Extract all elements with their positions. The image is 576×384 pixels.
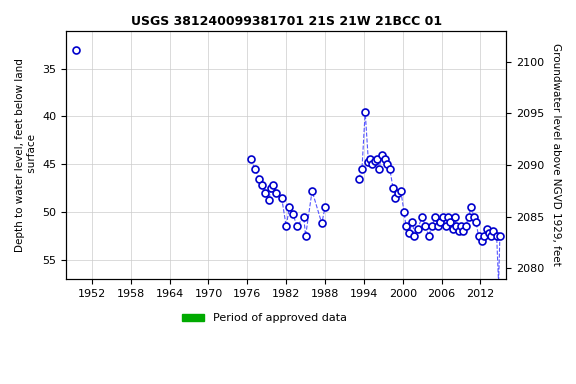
Title: USGS 381240099381701 21S 21W 21BCC 01: USGS 381240099381701 21S 21W 21BCC 01 xyxy=(131,15,442,28)
Bar xyxy=(244,279,249,286)
Bar xyxy=(73,279,82,286)
Legend: Period of approved data: Period of approved data xyxy=(177,309,351,328)
Bar xyxy=(289,279,293,286)
Y-axis label: Depth to water level, feet below land
 surface: Depth to water level, feet below land su… xyxy=(15,58,37,252)
Bar xyxy=(276,279,280,286)
Bar xyxy=(263,279,267,286)
Y-axis label: Groundwater level above NGVD 1929, feet: Groundwater level above NGVD 1929, feet xyxy=(551,43,561,266)
Bar xyxy=(332,279,500,286)
Bar xyxy=(302,279,306,286)
Bar xyxy=(312,279,322,286)
Bar xyxy=(254,279,257,286)
